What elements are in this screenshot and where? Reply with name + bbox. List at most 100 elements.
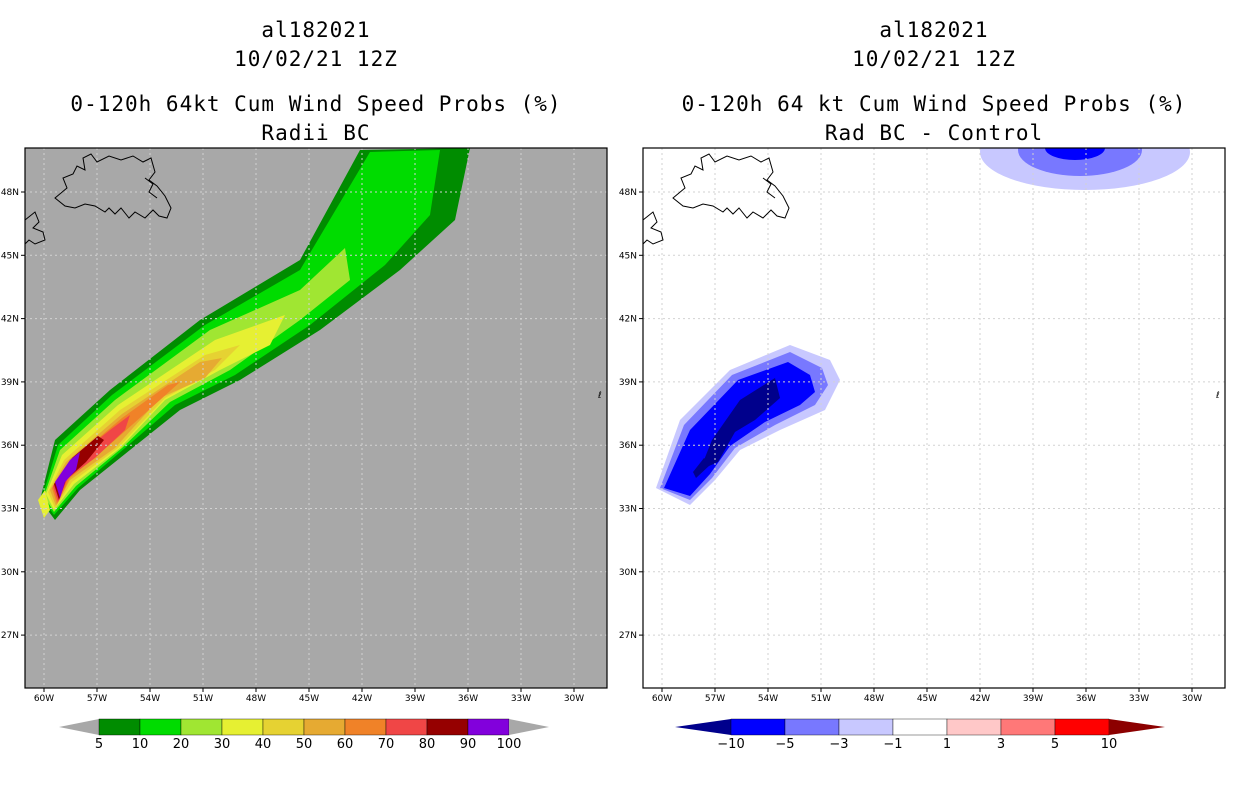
right-storm-id: al182021 bbox=[879, 18, 989, 42]
left-datetime: 10/02/21 12Z bbox=[234, 47, 398, 71]
lon-label: 45W bbox=[917, 694, 937, 704]
left-title-block: al182021 10/02/21 12Z 0-120h 64kt Cum Wi… bbox=[25, 16, 607, 148]
colorbar-label: 10 bbox=[1101, 737, 1118, 752]
lon-label: 45W bbox=[299, 694, 319, 704]
right-datetime: 10/02/21 12Z bbox=[852, 47, 1016, 71]
right-subtitle: Rad BC - Control bbox=[824, 121, 1044, 145]
left-storm-id: al182021 bbox=[261, 18, 371, 42]
lon-label: 39W bbox=[405, 694, 425, 704]
colorbar-cap-right bbox=[1109, 719, 1165, 735]
lon-label: 60W bbox=[652, 694, 672, 704]
lon-label: 57W bbox=[705, 694, 725, 704]
lat-label: 30N bbox=[1, 568, 19, 578]
left-product-title: 0-120h 64kt Cum Wind Speed Probs (%) bbox=[70, 92, 562, 116]
colorbar-label: −3 bbox=[829, 737, 848, 752]
colorbar-label: 70 bbox=[378, 737, 395, 752]
lat-label: 36N bbox=[1, 441, 19, 451]
lon-label: 51W bbox=[193, 694, 213, 704]
diff-north-inner bbox=[1045, 148, 1105, 160]
right-title-block: al182021 10/02/21 12Z 0-120h 64 kt Cum W… bbox=[643, 16, 1225, 148]
lon-label: 30W bbox=[1182, 694, 1202, 704]
lat-label: 48N bbox=[1, 188, 19, 198]
colorbar-box bbox=[385, 718, 428, 736]
colorbar-box bbox=[303, 718, 346, 736]
colorbar-label: −5 bbox=[775, 737, 794, 752]
colorbar-box bbox=[426, 718, 469, 736]
prob-contour-30 bbox=[46, 315, 285, 510]
left-colorbar: 5 10 20 30 40 50 60 70 80 90 100 bbox=[59, 718, 549, 752]
lat-label: 39N bbox=[619, 378, 637, 388]
colorbar-cap-right bbox=[509, 719, 549, 735]
colorbar-label: 3 bbox=[997, 737, 1005, 752]
lon-label: 42W bbox=[352, 694, 372, 704]
lon-label: 39W bbox=[1023, 694, 1043, 704]
lat-label: 27N bbox=[1, 631, 19, 641]
colorbar-box bbox=[180, 718, 223, 736]
colorbar-cap-left bbox=[675, 719, 731, 735]
lat-label: 27N bbox=[619, 631, 637, 641]
prob-contour-90 bbox=[55, 452, 80, 498]
prob-contour-50 bbox=[50, 358, 222, 506]
colorbar-label: 80 bbox=[419, 737, 436, 752]
colorbar-label: 30 bbox=[214, 737, 231, 752]
lat-label: 33N bbox=[619, 505, 637, 515]
colorbar-box bbox=[98, 718, 141, 736]
colorbar-label: −10 bbox=[717, 737, 744, 752]
diff-south-max bbox=[700, 378, 780, 470]
left-probability-plume bbox=[38, 148, 470, 520]
colorbar-box bbox=[946, 718, 1002, 736]
colorbar-cap-left bbox=[59, 719, 99, 735]
right-edge-mark: ℓ bbox=[1215, 391, 1220, 401]
lon-label: 51W bbox=[811, 694, 831, 704]
colorbar-box bbox=[892, 718, 948, 736]
diff-north-mid bbox=[1018, 148, 1142, 176]
colorbar-box bbox=[730, 718, 786, 736]
right-product-title: 0-120h 64 kt Cum Wind Speed Probs (%) bbox=[681, 92, 1187, 116]
colorbar-box bbox=[139, 718, 182, 736]
colorbar-label: 50 bbox=[296, 737, 313, 752]
colorbar-box bbox=[1000, 718, 1056, 736]
colorbar-label: 5 bbox=[95, 737, 103, 752]
lon-label: 48W bbox=[246, 694, 266, 704]
prob-contour-80 bbox=[54, 436, 104, 500]
lon-label: 54W bbox=[140, 694, 160, 704]
lon-label: 60W bbox=[34, 694, 54, 704]
right-map-panel: ℓ 60W 57W 54W 51W 48W 45W 42W 39W 36W 33W 30W 48N 45… bbox=[619, 147, 1226, 704]
lat-label: 33N bbox=[1, 505, 19, 515]
lon-label: 54W bbox=[758, 694, 778, 704]
colorbar-box bbox=[1054, 718, 1110, 736]
prob-contour-70 bbox=[53, 415, 130, 502]
lon-label: 36W bbox=[458, 694, 478, 704]
colorbar-box bbox=[467, 718, 510, 736]
lon-label: 33W bbox=[511, 694, 531, 704]
lat-label: 42N bbox=[619, 315, 637, 325]
colorbar-label: −1 bbox=[883, 737, 902, 752]
colorbar-label: 40 bbox=[255, 737, 272, 752]
lat-label: 36N bbox=[619, 441, 637, 451]
prob-contour-40 bbox=[48, 345, 240, 508]
lon-label: 33W bbox=[1129, 694, 1149, 704]
lat-label: 45N bbox=[1, 251, 19, 261]
left-map-frame bbox=[24, 147, 608, 689]
left-axis-ticks: 60W 57W 54W 51W 48W 45W 42W 39W 36W 33W 30W 48N 45N 4… bbox=[1, 188, 584, 704]
colorbar-box bbox=[221, 718, 264, 736]
lat-label: 30N bbox=[619, 568, 637, 578]
left-map-panel: ℓ 60W 57W 54W 51W 48W 45W 42W 39W 36W 33W 30W 48N 45… bbox=[1, 147, 608, 704]
colorbar-label: 1 bbox=[943, 737, 951, 752]
colorbar-box bbox=[262, 718, 305, 736]
colorbar-label: 60 bbox=[337, 737, 354, 752]
colorbar-label: 5 bbox=[1051, 737, 1059, 752]
lon-label: 30W bbox=[564, 694, 584, 704]
colorbar-label: 10 bbox=[132, 737, 149, 752]
lon-label: 42W bbox=[970, 694, 990, 704]
right-map-frame bbox=[642, 147, 1226, 689]
lon-label: 48W bbox=[864, 694, 884, 704]
lat-label: 39N bbox=[1, 378, 19, 388]
colorbar-label: 20 bbox=[173, 737, 190, 752]
lon-label: 57W bbox=[87, 694, 107, 704]
lat-label: 42N bbox=[1, 315, 19, 325]
right-graticule bbox=[643, 148, 1225, 688]
lon-label: 36W bbox=[1076, 694, 1096, 704]
colorbar-label: 100 bbox=[497, 737, 522, 752]
